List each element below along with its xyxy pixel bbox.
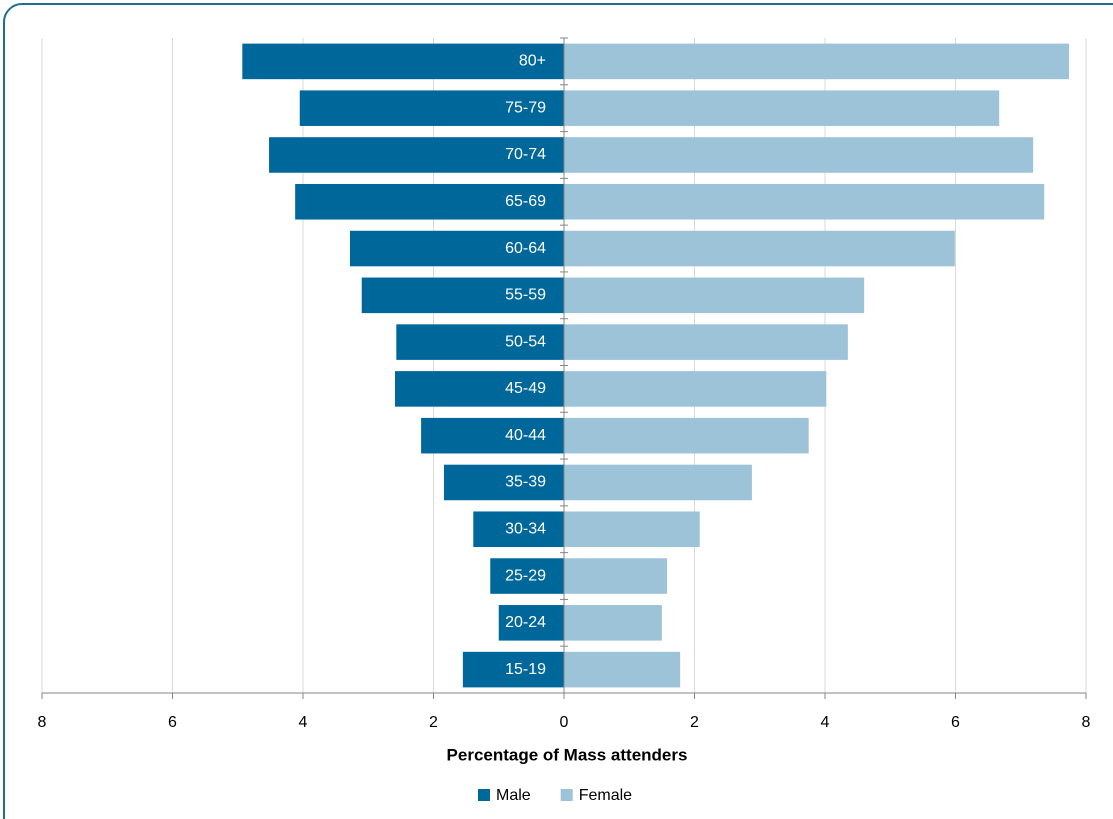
bar: [349, 230, 564, 267]
category-label: 55-59: [505, 287, 546, 304]
category-label: 45-49: [505, 380, 546, 397]
bar: [361, 277, 564, 314]
bar: [564, 558, 668, 594]
legend-swatch: [560, 789, 573, 801]
x-tick-label: 2: [690, 714, 699, 731]
legend-label: Male: [496, 787, 531, 804]
bar: [564, 90, 1000, 126]
bar: [564, 371, 827, 407]
legend-label: Female: [579, 787, 632, 804]
category-label: 30-34: [505, 520, 546, 537]
bar: [443, 464, 564, 501]
category-label: 65-69: [505, 193, 546, 210]
bar: [473, 511, 564, 548]
bar: [564, 464, 752, 501]
bar: [396, 324, 564, 360]
x-tick-label: 2: [429, 714, 438, 731]
category-label: 25-29: [505, 567, 546, 584]
x-tick-label: 8: [38, 714, 47, 731]
bar: [564, 605, 662, 641]
bar: [564, 43, 1070, 80]
x-tick-label: 6: [168, 714, 177, 731]
x-tick-label: 8: [1082, 714, 1091, 731]
card-border: [3, 3, 1113, 819]
x-tick-label: 6: [951, 714, 960, 731]
category-label: 70-74: [505, 146, 546, 163]
x-tick-label: 4: [821, 714, 830, 731]
legend-swatch: [478, 789, 490, 801]
category-label: 15-19: [505, 661, 546, 678]
bar: [564, 277, 865, 314]
category-label: 80+: [519, 53, 546, 70]
category-label: 75-79: [505, 99, 546, 116]
bar: [564, 324, 848, 360]
bar: [564, 137, 1034, 173]
bar: [395, 371, 564, 407]
bar: [498, 605, 564, 641]
category-label: 60-64: [505, 240, 546, 257]
bar: [564, 183, 1045, 220]
bar: [421, 417, 564, 454]
bar: [462, 651, 564, 688]
category-label: 20-24: [505, 614, 546, 631]
bar: [295, 183, 564, 220]
category-label: 35-39: [505, 474, 546, 491]
category-label: 50-54: [505, 333, 546, 350]
bar: [490, 558, 564, 594]
bar: [564, 417, 809, 454]
category-label: 40-44: [505, 427, 546, 444]
bar: [269, 137, 564, 173]
bar: [564, 511, 700, 548]
bar: [299, 90, 564, 126]
x-tick-label: 0: [560, 714, 569, 731]
bar: [242, 43, 564, 80]
bar: [564, 230, 955, 267]
x-tick-label: 4: [299, 714, 308, 731]
bar: [564, 651, 681, 688]
x-axis-title: Percentage of Mass attenders: [447, 745, 688, 764]
